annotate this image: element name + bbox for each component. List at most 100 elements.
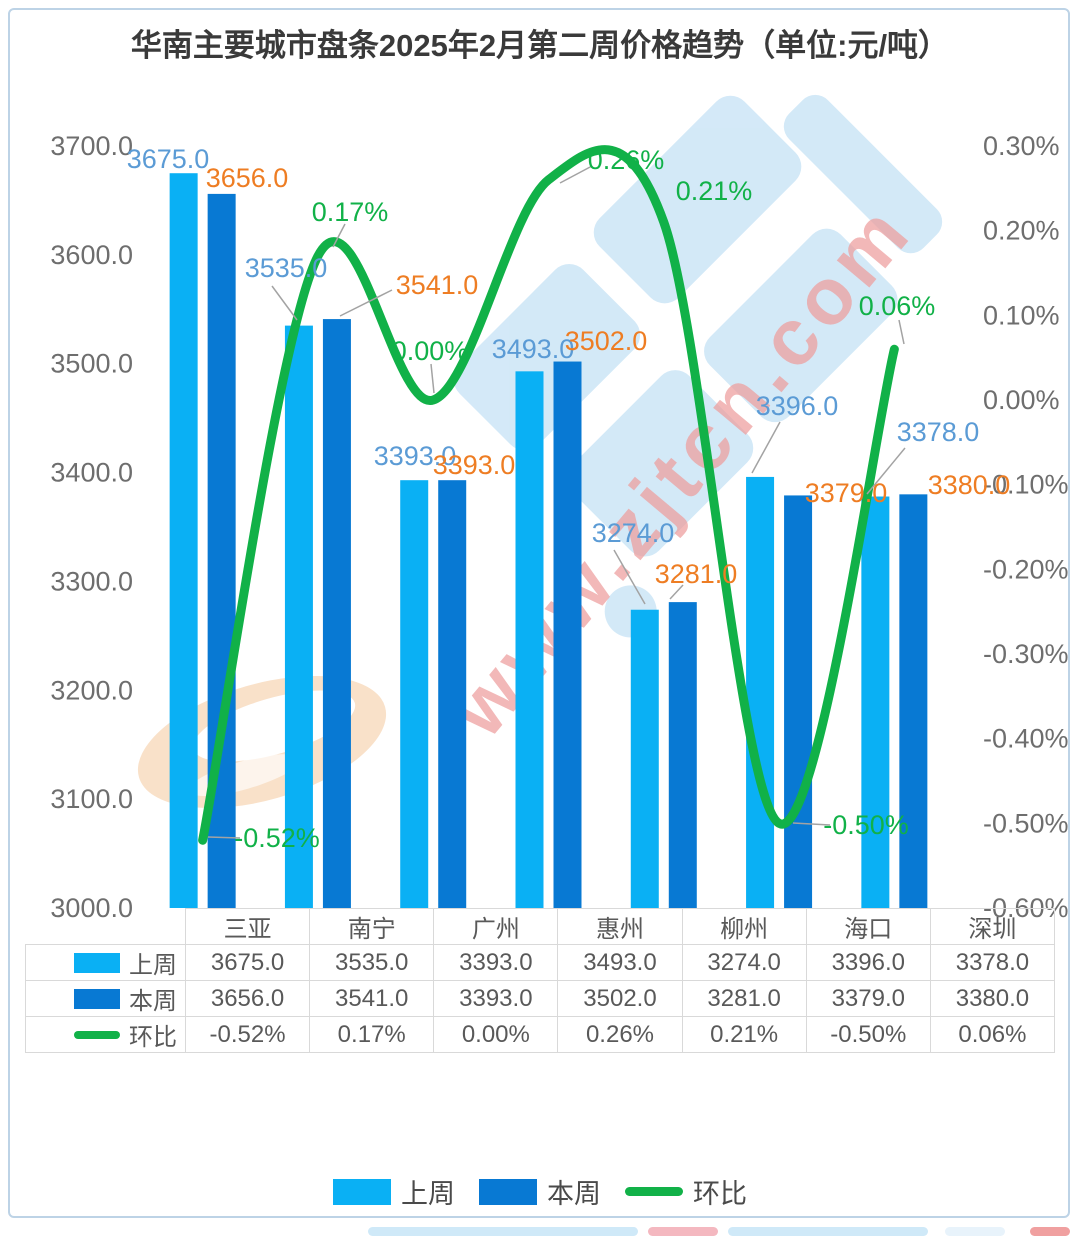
bar-本周-柳州 [668,602,697,908]
value-label-上周-广州: 3393.0 [374,441,457,471]
value-label-本周-惠州: 3502.0 [565,326,648,356]
table-value-cell: 0.26% [557,1016,683,1053]
bar-本周-南宁 [322,319,351,908]
value-label-环比-柳州: 0.21% [676,176,753,206]
value-label-上周-惠州: 3493.0 [492,334,575,364]
cropped-fragment [945,1227,1005,1236]
right-axis-tick: -0.10% [983,470,1069,500]
bar-上周-广州 [400,480,429,908]
bar-本周-海口 [784,495,813,908]
table-value-cell: 3281.0 [681,980,807,1017]
table-blank-cell [26,909,186,945]
right-axis-tick: 0.20% [983,216,1060,246]
right-axis-tick: 0.10% [983,300,1060,330]
table-value-cell: 3393.0 [433,944,559,981]
label-leader [613,549,646,605]
table-city-header: 深圳 [929,908,1056,945]
value-label-环比-惠州: 0.26% [588,145,665,175]
table-value-cell: -0.52% [184,1016,311,1053]
table-city-header: 惠州 [557,908,683,945]
legend-label: 环比 [693,1179,747,1209]
table-series-label: 环比 [129,1024,177,1051]
table-series-label: 上周 [129,952,177,979]
legend-label: 本周 [547,1179,601,1209]
table-value-cell: 3378.0 [929,944,1056,981]
label-leader [430,363,435,394]
label-leader [559,165,593,184]
right-axis-tick: -0.50% [983,808,1069,838]
left-axis-tick: 3300.0 [50,566,133,596]
value-label-本周-柳州: 3281.0 [655,559,738,589]
bar-上周-惠州 [515,371,544,908]
bar-上周-深圳 [861,496,890,908]
table-value-cell: 0.06% [929,1016,1056,1053]
label-leader [207,836,241,839]
table-value-cell: 3493.0 [557,944,683,981]
watermark-blue-logo [453,94,943,638]
right-axis-tick: -0.30% [983,639,1069,669]
label-leader [866,447,906,495]
line-green-swatch [625,1187,683,1196]
label-leader [669,584,684,600]
legend-label: 上周 [401,1179,455,1209]
legend-item-本周: 本周 [479,1172,601,1211]
cropped-fragment [368,1227,638,1236]
table-value-cell: 0.17% [309,1016,435,1053]
bar-light-swatch [333,1178,391,1205]
right-axis-tick: 0.00% [983,385,1060,415]
bar-本周-广州 [438,480,467,908]
right-axis-tick: -0.20% [983,554,1069,584]
left-axis-tick: 3400.0 [50,458,133,488]
cropped-fragment [648,1227,718,1236]
table-value-cell: 3502.0 [557,980,683,1017]
label-leader [898,319,905,345]
table-city-header: 广州 [433,908,559,945]
value-label-上周-深圳: 3378.0 [897,417,980,447]
left-axis-tick: 3100.0 [50,784,133,814]
table-series-cell: 上周 [25,944,186,981]
label-leader [271,285,298,321]
watermark-orange-logo [137,676,387,808]
table-value-cell: 3675.0 [184,944,311,981]
cropped-fragment [728,1227,928,1236]
label-leader [751,421,781,474]
table-value-cell: 3274.0 [681,944,807,981]
left-axis-tick: 3000.0 [50,893,133,923]
left-axis-tick: 3500.0 [50,349,133,379]
bar-dark-swatch [479,1178,537,1205]
table-value-cell: 3396.0 [805,944,931,981]
next-card-cropped-strip [0,1222,1080,1236]
value-label-环比-海口: -0.50% [823,810,909,840]
bar-上周-海口 [746,476,775,908]
value-label-上周-三亚: 3675.0 [127,144,210,174]
value-label-本周-深圳: 3380.0 [928,470,1011,500]
bar-light-swatch [74,952,120,973]
line-huanbi [198,145,899,845]
value-label-环比-深圳: 0.06% [859,291,936,321]
left-axis-tick: 3600.0 [50,240,133,270]
price-data-table: 三亚 南宁 广州 惠州 柳州 海口 深圳 上周 3675.0 3535.0 3393.0 3493.0… [25,908,1056,1053]
table-value-cell: 0.21% [681,1016,807,1053]
table-value-cell: 3656.0 [184,980,311,1017]
table-value-cell: 3535.0 [309,944,435,981]
value-label-上周-海口: 3396.0 [756,391,839,421]
table-value-cell: 3393.0 [433,980,559,1017]
chart-title: 华南主要城市盘条2025年2月第二周价格趋势（单位:元/吨） [130,28,950,63]
table-series-cell: 本周 [25,980,186,1017]
table-city-header: 三亚 [184,908,311,945]
value-label-环比-三亚: -0.52% [234,823,320,853]
table-series-cell: 环比 [25,1016,186,1053]
table-value-cell: 3379.0 [805,980,931,1017]
right-axis-tick: -0.40% [983,724,1069,754]
table-value-cell: 0.00% [433,1016,559,1053]
table-value-cell: -0.50% [805,1016,931,1053]
line-green-swatch [74,1030,120,1039]
legend-item-上周: 上周 [333,1172,455,1211]
value-label-本周-海口: 3379.0 [805,478,888,508]
bar-上周-南宁 [284,325,313,909]
label-leader [332,223,346,248]
left-axis-tick: 3700.0 [50,131,133,161]
label-leader [339,289,393,317]
value-label-本周-南宁: 3541.0 [396,270,479,300]
